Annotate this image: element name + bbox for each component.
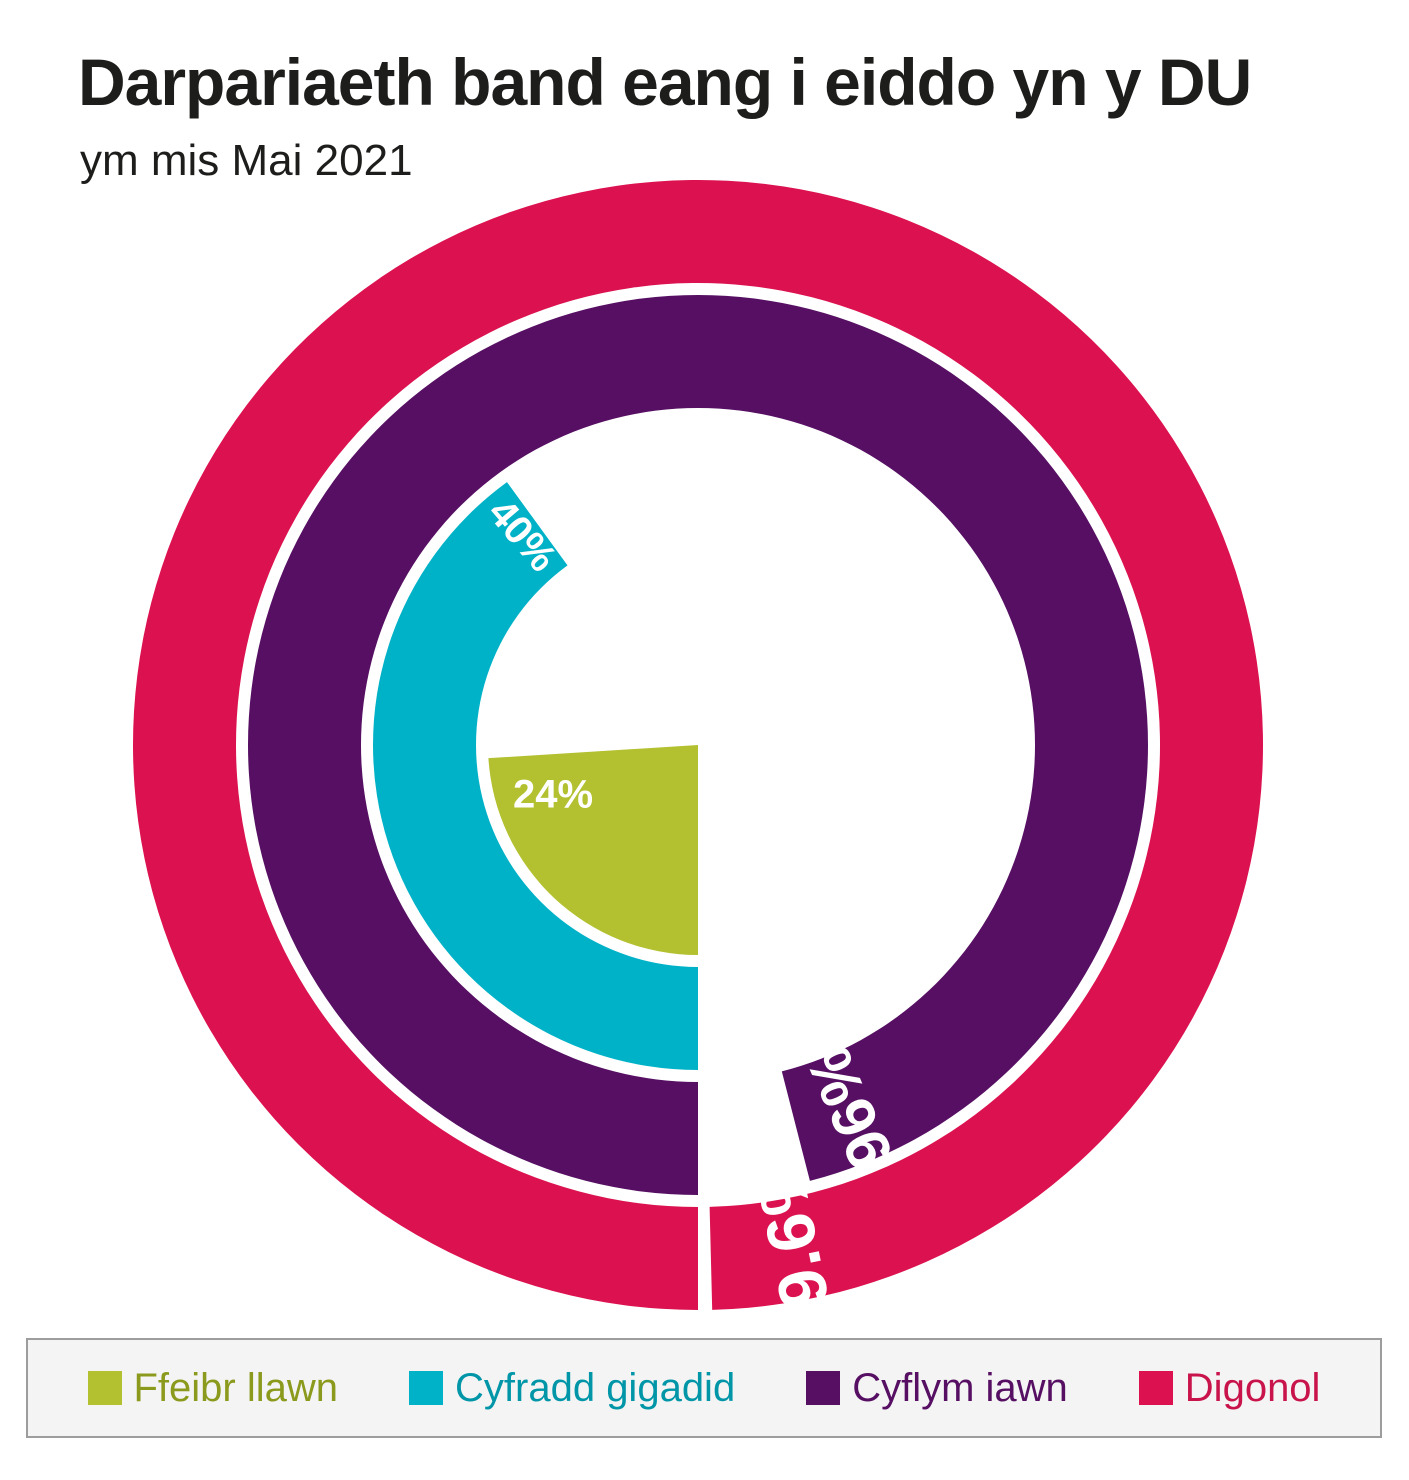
- value-label-ffeibr-llawn: 24%: [513, 773, 593, 817]
- chart-legend: Ffeibr llawn Cyfradd gigadid Cyflym iawn…: [26, 1338, 1382, 1438]
- ring-arc-cyfradd-gigadid: [373, 482, 698, 1071]
- legend-item-cyfradd-gigadid: Cyfradd gigadid: [409, 1366, 735, 1411]
- ring-arc-ffeibr-llawn: [488, 745, 698, 955]
- legend-label: Cyfradd gigadid: [455, 1365, 736, 1410]
- legend-label: Digonol: [1184, 1365, 1321, 1410]
- legend-swatch: [409, 1371, 444, 1405]
- legend-label: Cyflym iawn: [852, 1365, 1068, 1410]
- legend-swatch: [87, 1371, 122, 1405]
- legend-item-ffeibr-llawn: Ffeibr llawn: [87, 1365, 339, 1411]
- legend-label: Ffeibr llawn: [133, 1365, 339, 1410]
- legend-swatch: [806, 1371, 841, 1405]
- legend-swatch: [1138, 1371, 1173, 1405]
- chart-title: Darpariaeth band eang i eiddo yn y DU: [78, 45, 1252, 119]
- radial-bar-chart: 24%40%96%99.6%: [133, 179, 1264, 1310]
- chart-subtitle: ym mis Mai 2021: [80, 136, 413, 185]
- legend-item-digonol: Digonol: [1138, 1365, 1321, 1411]
- legend-item-cyflym-iawn: Cyflym iawn: [806, 1366, 1068, 1411]
